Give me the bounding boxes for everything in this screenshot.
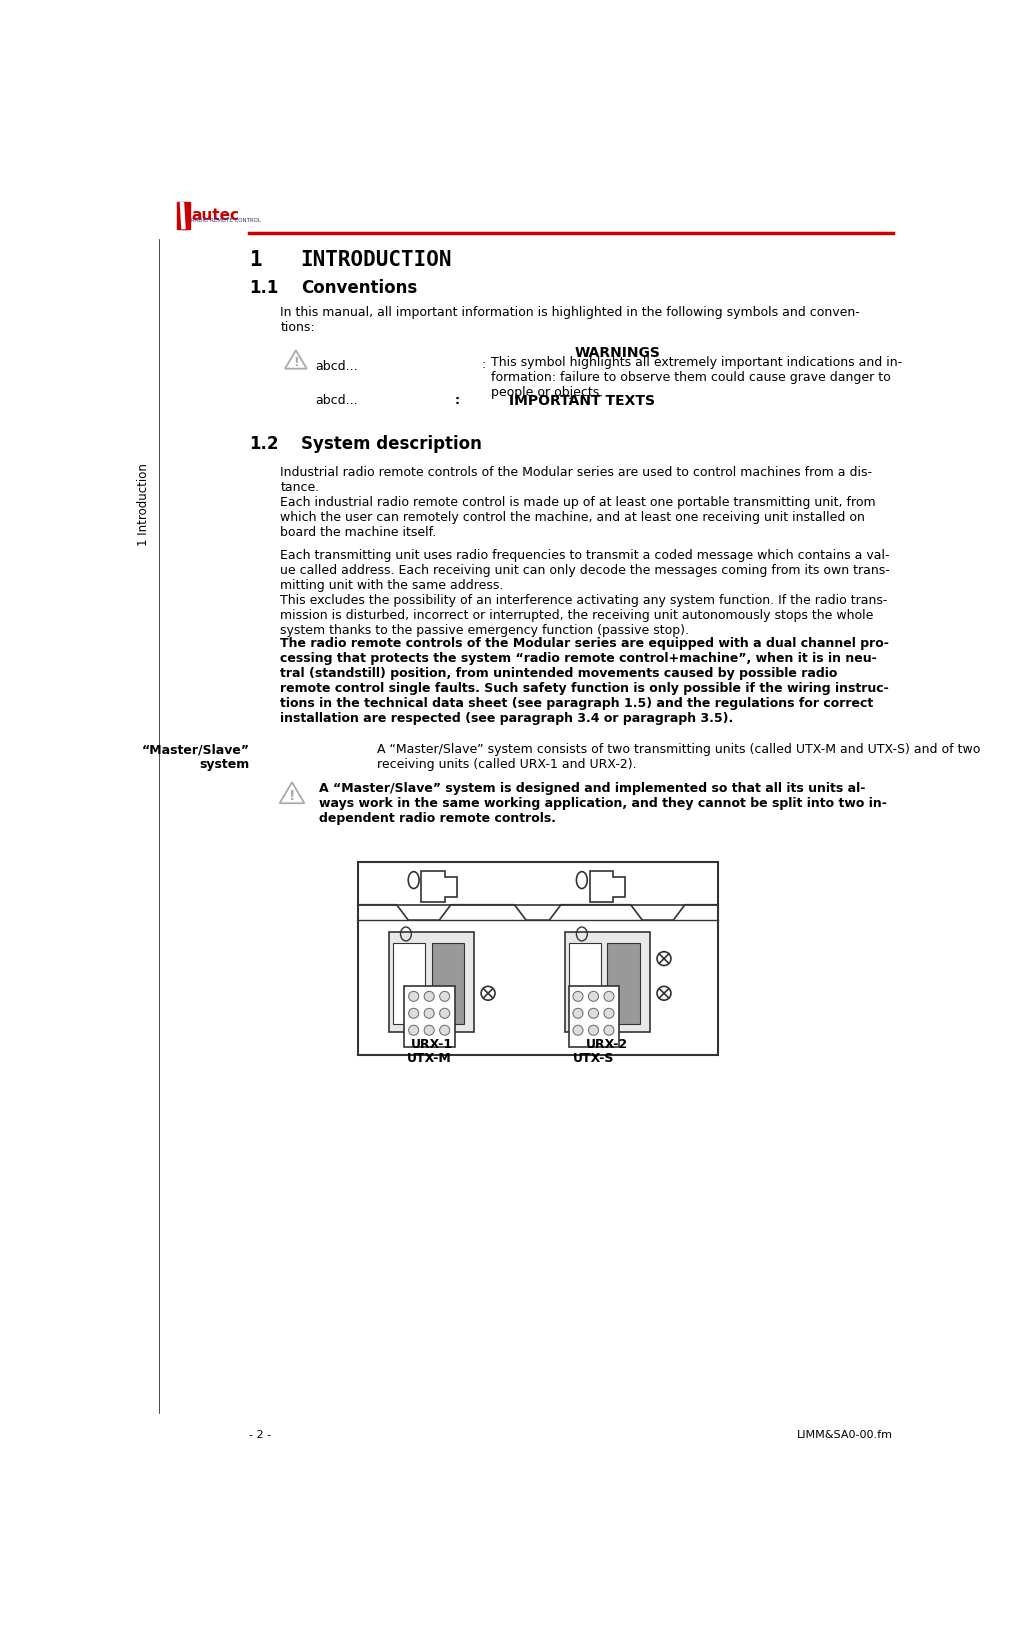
Text: UTX-S: UTX-S <box>573 1052 614 1065</box>
Bar <box>358 862 719 1055</box>
Text: 1: 1 <box>249 250 262 270</box>
Ellipse shape <box>604 1008 614 1018</box>
Text: A “Master/Slave” system is designed and implemented so that all its units al-
wa: A “Master/Slave” system is designed and … <box>320 782 887 825</box>
Bar <box>389 931 475 1032</box>
Ellipse shape <box>424 1026 434 1036</box>
Text: System description: System description <box>301 435 482 453</box>
Ellipse shape <box>424 991 434 1001</box>
Bar <box>569 944 601 1024</box>
Text: “Master/Slave”
system: “Master/Slave” system <box>142 743 249 771</box>
Ellipse shape <box>588 1008 599 1018</box>
Ellipse shape <box>408 1008 419 1018</box>
Polygon shape <box>177 203 185 229</box>
Bar <box>431 944 464 1024</box>
Ellipse shape <box>588 1026 599 1036</box>
Ellipse shape <box>588 991 599 1001</box>
Text: Conventions: Conventions <box>301 280 418 298</box>
Polygon shape <box>180 203 185 229</box>
Text: LIMM&SA0-00.fm: LIMM&SA0-00.fm <box>796 1430 892 1440</box>
Text: INTRODUCTION: INTRODUCTION <box>300 250 451 270</box>
Ellipse shape <box>573 1026 583 1036</box>
Ellipse shape <box>604 1026 614 1036</box>
Text: In this manual, all important information is highlighted in the following symbol: In this manual, all important informatio… <box>280 306 860 334</box>
Bar <box>569 985 619 1047</box>
Text: abcd...: abcd... <box>315 360 358 373</box>
Text: - 2 -: - 2 - <box>249 1430 272 1440</box>
Text: 1.1: 1.1 <box>249 280 279 298</box>
Text: :: : <box>482 358 486 371</box>
Text: RADIO REMOTE CONTROL: RADIO REMOTE CONTROL <box>191 218 262 222</box>
Text: !: ! <box>288 789 296 803</box>
Text: URX-2: URX-2 <box>586 1037 629 1050</box>
Text: This symbol highlights all extremely important indications and in-
formation: fa: This symbol highlights all extremely imp… <box>491 357 903 399</box>
Bar <box>565 931 650 1032</box>
Text: Industrial radio remote controls of the Modular series are used to control machi: Industrial radio remote controls of the … <box>280 466 876 538</box>
Ellipse shape <box>573 1008 583 1018</box>
Text: Each transmitting unit uses radio frequencies to transmit a coded message which : Each transmitting unit uses radio freque… <box>280 550 890 636</box>
Text: UTX-M: UTX-M <box>406 1052 452 1065</box>
Text: WARNINGS: WARNINGS <box>575 347 661 360</box>
Bar <box>393 944 425 1024</box>
Text: The radio remote controls of the Modular series are equipped with a dual channel: The radio remote controls of the Modular… <box>280 636 889 725</box>
Ellipse shape <box>439 1008 450 1018</box>
Ellipse shape <box>439 1026 450 1036</box>
Text: abcd...: abcd... <box>315 394 358 407</box>
FancyArrowPatch shape <box>406 1008 427 1044</box>
Ellipse shape <box>408 991 419 1001</box>
Text: :: : <box>455 394 460 407</box>
Text: IMPORTANT TEXTS: IMPORTANT TEXTS <box>509 394 655 409</box>
Text: autec: autec <box>191 208 239 222</box>
Text: A “Master/Slave” system consists of two transmitting units (called UTX-M and UTX: A “Master/Slave” system consists of two … <box>377 743 980 771</box>
Polygon shape <box>182 203 189 229</box>
Ellipse shape <box>604 991 614 1001</box>
Bar <box>607 944 640 1024</box>
FancyArrowPatch shape <box>581 1008 591 1042</box>
Bar <box>404 985 455 1047</box>
Ellipse shape <box>439 991 450 1001</box>
Ellipse shape <box>408 1026 419 1036</box>
Text: 1 Introduction: 1 Introduction <box>136 463 150 546</box>
Text: !: ! <box>293 355 299 368</box>
Text: 1.2: 1.2 <box>249 435 279 453</box>
Text: URX-1: URX-1 <box>410 1037 453 1050</box>
Ellipse shape <box>424 1008 434 1018</box>
Ellipse shape <box>573 991 583 1001</box>
